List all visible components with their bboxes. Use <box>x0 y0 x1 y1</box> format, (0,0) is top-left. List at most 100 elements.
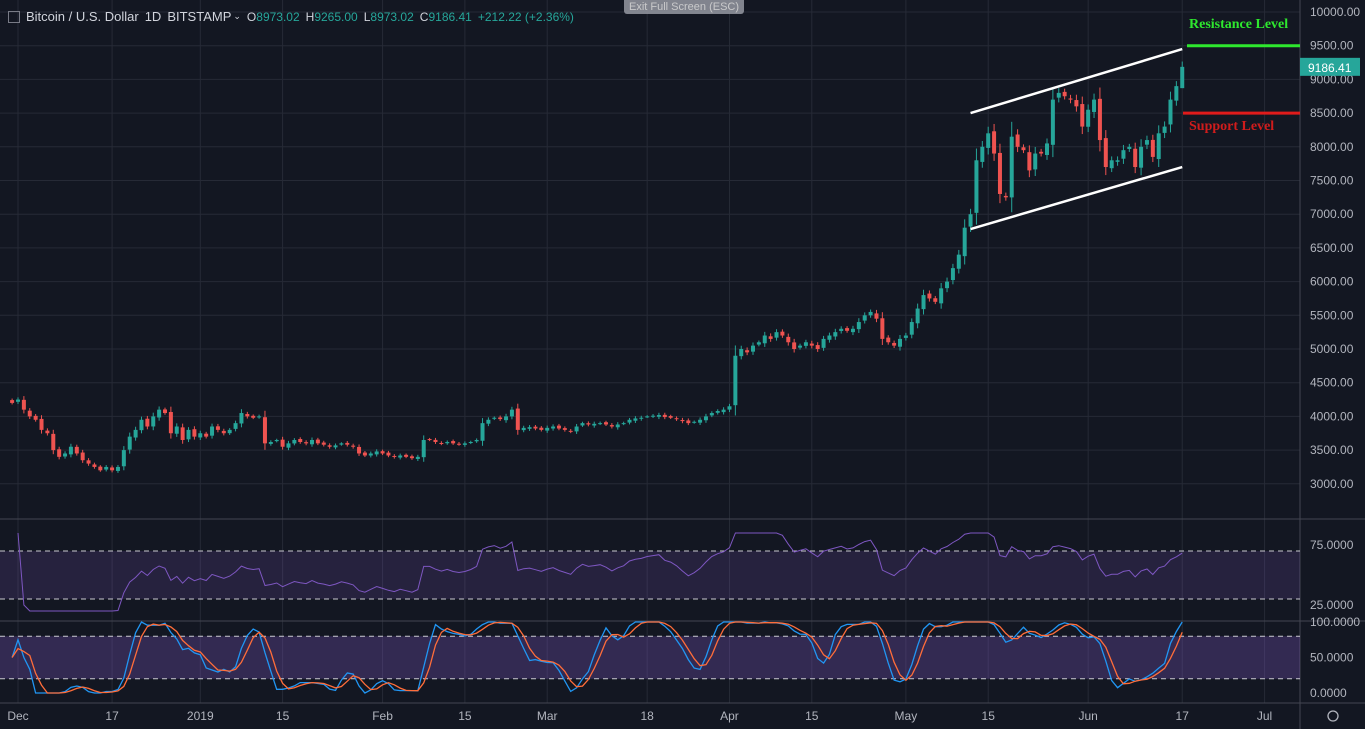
close-value: 9186.41 <box>428 9 472 24</box>
candle-body <box>592 423 597 426</box>
y-tick-label: 4500.00 <box>1310 376 1354 390</box>
candle-body <box>786 336 791 343</box>
y-tick-label: 8500.00 <box>1310 106 1354 120</box>
candle-body <box>504 416 509 421</box>
candle-body <box>339 443 344 445</box>
candle-body <box>1009 136 1014 198</box>
crosshair-icon[interactable] <box>8 10 20 23</box>
candle-body <box>627 419 632 423</box>
candle-body <box>1045 143 1049 155</box>
candle-body <box>110 467 115 471</box>
symbol-name[interactable]: Bitcoin / U.S. Dollar <box>26 9 139 24</box>
candle-body <box>368 453 373 456</box>
candle-body <box>51 433 56 451</box>
low-label: L <box>363 9 371 24</box>
candle-body <box>945 281 950 289</box>
x-tick-label: 15 <box>458 709 472 723</box>
candle-body <box>1062 91 1067 97</box>
y-tick-label: 7500.00 <box>1310 174 1354 188</box>
candle-body <box>539 427 544 430</box>
candle-body <box>1092 99 1097 112</box>
candle-body <box>545 427 550 431</box>
candle-body <box>457 443 461 445</box>
x-tick-label: 18 <box>640 709 654 723</box>
candle-body <box>1115 160 1120 162</box>
y-tick-label: 7000.00 <box>1310 207 1354 221</box>
candle-body <box>1103 138 1108 168</box>
candle-body <box>163 409 167 414</box>
candle-body <box>968 214 973 227</box>
candle-body <box>415 456 420 459</box>
candle-body <box>492 417 497 419</box>
candle-body <box>427 439 432 441</box>
candle-body <box>774 332 779 338</box>
high-label: H <box>305 9 315 24</box>
settings-gear-icon[interactable] <box>1327 710 1339 722</box>
rsi-tick-label: 25.0000 <box>1310 598 1354 612</box>
close-label: C <box>419 9 429 24</box>
candle-body <box>533 426 538 429</box>
candles <box>10 61 1185 473</box>
candle-body <box>268 442 273 444</box>
candle-body <box>92 464 97 467</box>
chevron-down-icon[interactable]: ⌄ <box>233 11 241 21</box>
candle-body <box>1133 148 1138 168</box>
interval[interactable]: 1D <box>144 9 162 24</box>
candle-body <box>257 416 262 418</box>
candle-body <box>145 418 150 427</box>
y-tick-label: 3000.00 <box>1310 477 1354 491</box>
chart-legend: Bitcoin / U.S. Dollar 1D BITSTAMP ⌄ O8973… <box>8 9 574 24</box>
rsi-tick-label: 75.0000 <box>1310 538 1354 552</box>
candle-body <box>892 342 897 346</box>
y-tick-label: 6500.00 <box>1310 241 1354 255</box>
stoch-tick-label: 0.0000 <box>1310 686 1347 700</box>
open-label: O <box>246 9 257 24</box>
candle-body <box>803 342 808 346</box>
candle-body <box>462 443 467 445</box>
resistance-label: Resistance Level <box>1189 17 1289 32</box>
candle-body <box>1156 133 1161 160</box>
exchange[interactable]: BITSTAMP <box>167 9 232 24</box>
candle-body <box>333 445 338 448</box>
x-tick-label: Jun <box>1078 709 1097 723</box>
candle-body <box>139 419 144 431</box>
candle-body <box>997 152 1002 194</box>
candle-body <box>850 328 855 333</box>
candle-body <box>751 345 755 352</box>
channel-upper-line <box>970 47 1183 115</box>
candle-body <box>262 417 267 444</box>
candle-body <box>1021 147 1026 151</box>
candle-body <box>827 335 832 340</box>
exit-fullscreen-button[interactable]: Exit Full Screen (ESC) <box>624 0 745 14</box>
x-tick-label: 15 <box>276 709 290 723</box>
candle-body <box>192 429 197 437</box>
candle-body <box>1015 134 1020 147</box>
candle-body <box>1180 66 1185 89</box>
candle-body <box>668 416 673 418</box>
candle-body <box>57 449 62 457</box>
candle-body <box>1050 99 1055 145</box>
x-tick-label: 2019 <box>187 709 214 723</box>
candle-body <box>157 409 162 418</box>
channel-lower-line <box>970 165 1183 231</box>
candle-body <box>210 426 215 436</box>
candle-body <box>315 439 320 444</box>
candle-body <box>1162 126 1167 133</box>
candle-body <box>915 308 920 324</box>
candle-body <box>274 439 279 442</box>
candle-body <box>615 424 620 428</box>
candle-body <box>551 426 556 429</box>
candle-body <box>468 442 473 444</box>
candle-body <box>68 446 73 455</box>
candle-body <box>856 322 861 330</box>
candle-body <box>1039 151 1044 154</box>
candle-body <box>298 439 303 443</box>
candle-body <box>745 350 750 353</box>
candle-body <box>63 453 68 457</box>
candle-body <box>821 338 826 348</box>
candle-body <box>686 420 691 424</box>
candle-body <box>27 410 32 417</box>
stoch-tick-label: 50.0000 <box>1310 651 1354 665</box>
y-tick-label: 6000.00 <box>1310 275 1354 289</box>
